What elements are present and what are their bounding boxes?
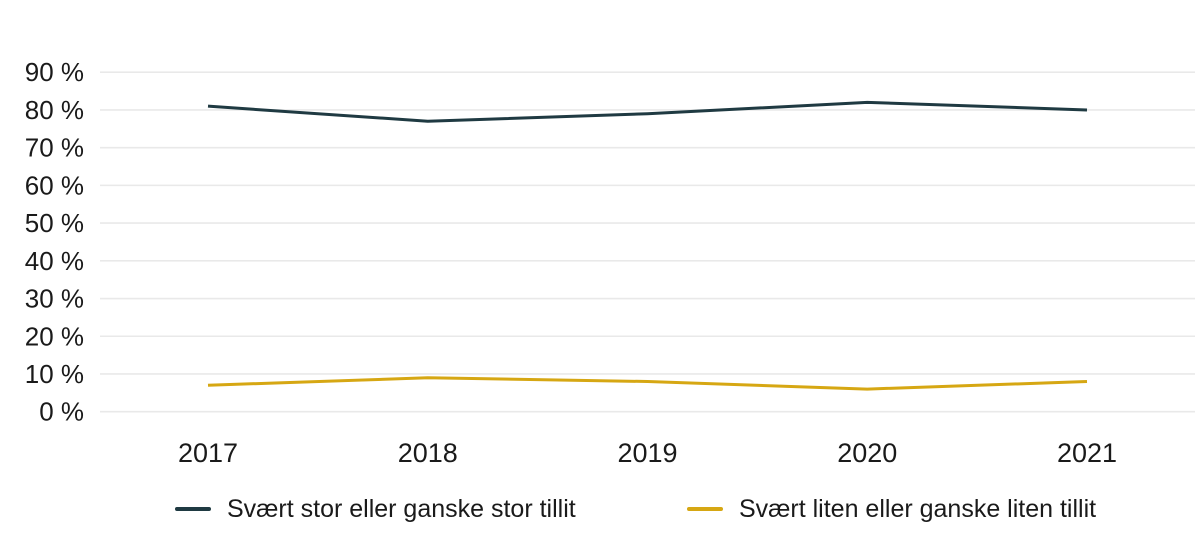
y-axis-tick-label: 0 % bbox=[39, 397, 84, 427]
x-axis-tick-label: 2020 bbox=[837, 438, 897, 468]
y-axis-tick-label: 90 % bbox=[25, 57, 84, 87]
y-axis-tick-label: 20 % bbox=[25, 321, 84, 351]
legend-label-stor-tillit: Svært stor eller ganske stor tillit bbox=[227, 494, 576, 523]
y-axis-tick-label: 40 % bbox=[25, 246, 84, 276]
legend-label-liten-tillit: Svært liten eller ganske liten tillit bbox=[739, 494, 1097, 523]
series-line-liten-tillit bbox=[207, 376, 1088, 391]
legend-swatch-yellow-line bbox=[687, 507, 723, 511]
legend-item-stor-tillit: Svært stor eller ganske stor tillit bbox=[175, 492, 576, 526]
y-axis-tick-label: 30 % bbox=[25, 284, 84, 314]
y-axis-tick-label: 50 % bbox=[25, 208, 84, 238]
x-axis-tick-label: 2021 bbox=[1057, 438, 1117, 468]
x-axis-tick-label: 2019 bbox=[617, 438, 677, 468]
series-line-stor-tillit bbox=[207, 100, 1088, 123]
legend-swatch-dark-line bbox=[175, 507, 211, 511]
x-axis-tick-label: 2018 bbox=[398, 438, 458, 468]
y-axis-tick-label: 80 % bbox=[25, 95, 84, 125]
x-axis-tick-label: 2017 bbox=[178, 438, 238, 468]
legend-item-liten-tillit: Svært liten eller ganske liten tillit bbox=[687, 492, 1096, 526]
chart-legend: Svært stor eller ganske stor tillit Svær… bbox=[0, 492, 1200, 526]
y-axis-tick-label: 60 % bbox=[25, 170, 84, 200]
y-axis-tick-label: 10 % bbox=[25, 359, 84, 389]
y-axis-tick-label: 70 % bbox=[25, 133, 84, 163]
